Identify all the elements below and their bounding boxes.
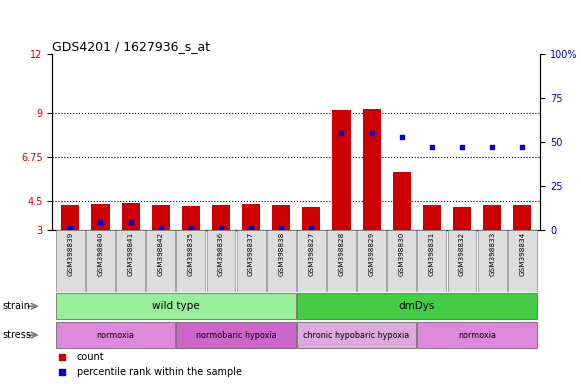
Text: GSM398835: GSM398835: [188, 232, 194, 276]
Point: [216, 225, 225, 231]
Bar: [116, 230, 145, 292]
Point: [156, 225, 166, 231]
Bar: [508, 230, 537, 292]
Bar: [388, 230, 416, 292]
Bar: [327, 230, 356, 292]
Text: wild type: wild type: [152, 301, 200, 311]
Text: stress: stress: [3, 330, 32, 340]
Bar: [146, 230, 175, 292]
Bar: [483, 205, 501, 230]
Point: [337, 130, 346, 136]
Text: dmDys: dmDys: [399, 301, 435, 311]
Bar: [152, 205, 170, 230]
Bar: [177, 322, 296, 348]
Text: chronic hypobaric hypoxia: chronic hypobaric hypoxia: [303, 331, 410, 339]
Bar: [513, 205, 531, 230]
Bar: [56, 322, 175, 348]
Text: GSM398838: GSM398838: [278, 232, 284, 276]
Point: [126, 219, 135, 225]
Bar: [212, 205, 230, 230]
Bar: [121, 203, 139, 230]
Text: GSM398831: GSM398831: [429, 232, 435, 276]
Text: GSM398842: GSM398842: [158, 232, 164, 276]
Point: [96, 219, 105, 225]
Point: [427, 144, 436, 151]
Text: normoxia: normoxia: [96, 331, 135, 339]
Text: GSM398830: GSM398830: [399, 232, 405, 276]
Text: GSM398836: GSM398836: [218, 232, 224, 276]
Text: GSM398828: GSM398828: [339, 232, 345, 276]
Text: GSM398840: GSM398840: [98, 232, 103, 276]
Text: GSM398829: GSM398829: [368, 232, 375, 276]
Point: [66, 225, 75, 231]
Bar: [297, 230, 326, 292]
Bar: [177, 230, 205, 292]
Point: [277, 225, 286, 231]
Bar: [447, 230, 476, 292]
Text: GDS4201 / 1627936_s_at: GDS4201 / 1627936_s_at: [52, 40, 210, 53]
Bar: [453, 207, 471, 230]
Text: GSM398833: GSM398833: [489, 232, 495, 276]
Text: GSM398832: GSM398832: [459, 232, 465, 276]
Bar: [417, 322, 537, 348]
Point: [397, 134, 406, 140]
Text: strain: strain: [3, 301, 31, 311]
Point: [457, 144, 467, 151]
Text: GSM398834: GSM398834: [519, 232, 525, 276]
Point: [367, 130, 376, 136]
Point: [187, 225, 196, 231]
Point: [58, 354, 67, 360]
Bar: [56, 293, 296, 319]
Bar: [62, 205, 80, 230]
Bar: [478, 230, 507, 292]
Bar: [236, 230, 266, 292]
Bar: [393, 172, 411, 230]
Bar: [363, 109, 381, 230]
Point: [518, 144, 527, 151]
Bar: [297, 322, 416, 348]
Bar: [242, 204, 260, 230]
Bar: [302, 207, 320, 230]
Bar: [272, 205, 290, 230]
Text: percentile rank within the sample: percentile rank within the sample: [77, 367, 242, 377]
Text: GSM398827: GSM398827: [309, 232, 314, 276]
Point: [307, 225, 316, 231]
Point: [487, 144, 497, 151]
Text: count: count: [77, 352, 105, 362]
Bar: [86, 230, 115, 292]
Text: normobaric hypoxia: normobaric hypoxia: [196, 331, 277, 339]
Bar: [357, 230, 386, 292]
Bar: [297, 293, 537, 319]
Bar: [206, 230, 235, 292]
Text: GSM398837: GSM398837: [248, 232, 254, 276]
Bar: [423, 205, 441, 230]
Bar: [332, 110, 350, 230]
Bar: [182, 206, 200, 230]
Text: GSM398839: GSM398839: [67, 232, 73, 276]
Point: [246, 225, 256, 231]
Bar: [417, 230, 446, 292]
Bar: [91, 204, 110, 230]
Bar: [56, 230, 85, 292]
Bar: [267, 230, 296, 292]
Text: GSM398841: GSM398841: [128, 232, 134, 276]
Point: [58, 369, 67, 376]
Text: normoxia: normoxia: [458, 331, 496, 339]
